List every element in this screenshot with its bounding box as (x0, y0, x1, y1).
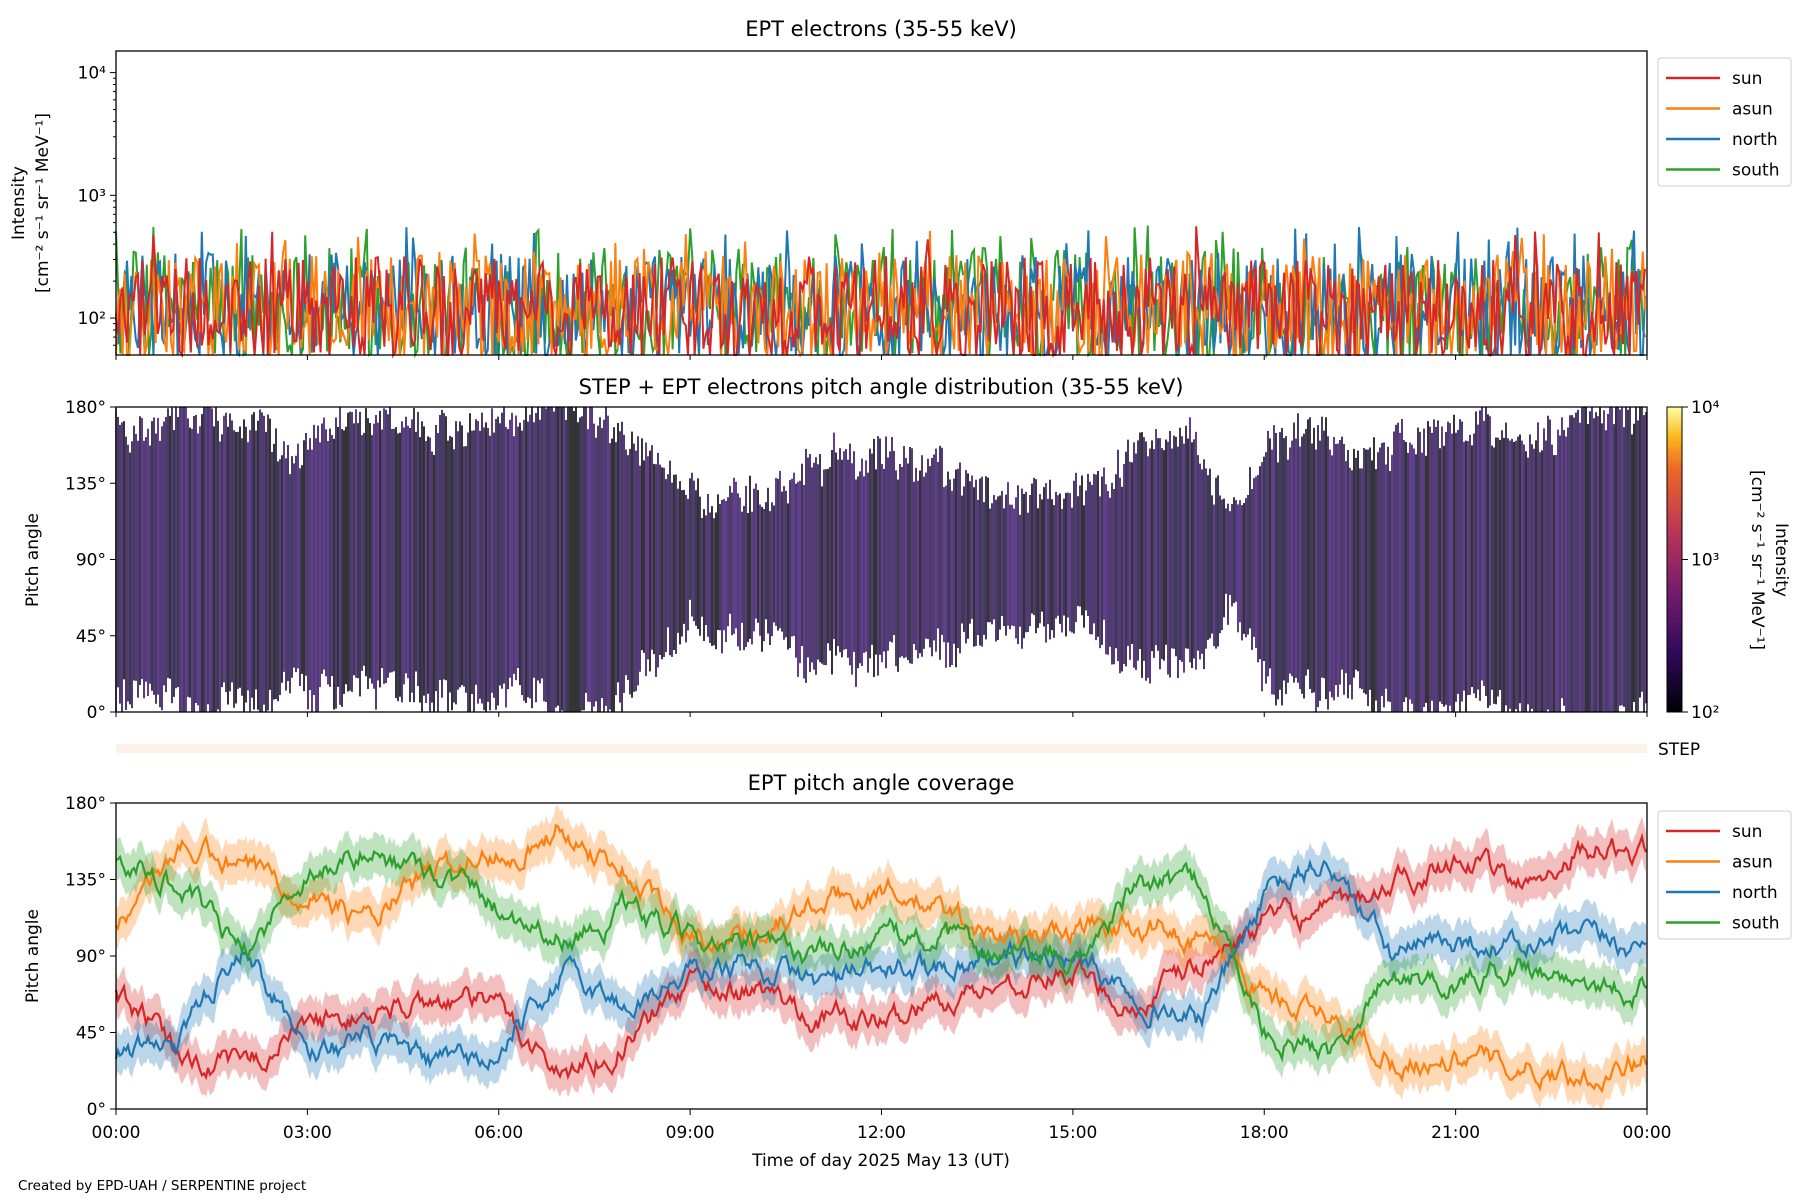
series-line-asun (115, 823, 1648, 1094)
band-south (116, 830, 1646, 1079)
y-tick-label: 45° (76, 627, 106, 647)
x-tick-label: 00:00 (92, 1123, 141, 1143)
x-tick-label: 00:00 (1623, 1123, 1672, 1143)
colorbar-tick-label: 10² (1691, 703, 1719, 723)
y-tick-label: 0° (87, 703, 106, 723)
legend-label-sun: sun (1732, 822, 1762, 842)
panel1-ylabel-units: [cm⁻² s⁻¹ sr⁻¹ MeV⁻¹] (33, 113, 53, 293)
legend-label-sun: sun (1732, 69, 1762, 89)
colorbar-units: [cm⁻² s⁻¹ sr⁻¹ MeV⁻¹] (1747, 470, 1767, 650)
x-tick-label: 21:00 (1431, 1123, 1480, 1143)
x-tick-label: 15:00 (1048, 1123, 1097, 1143)
legend-box (1657, 57, 1792, 187)
y-tick-label: 180° (65, 794, 106, 814)
colorbar (1666, 406, 1683, 713)
legend-label-asun: asun (1732, 853, 1773, 873)
y-tick-label: 180° (65, 398, 106, 418)
x-tick-label: 18:00 (1240, 1123, 1289, 1143)
panel3-ylabel: Pitch angle (23, 909, 43, 1003)
legend-box (1657, 810, 1792, 940)
x-axis-label: Time of day 2025 May 13 (UT) (751, 1151, 1010, 1171)
panel2-title: STEP + EPT electrons pitch angle distrib… (579, 375, 1184, 399)
panel1-yticks: 10² 10³ 10⁴ (78, 64, 116, 346)
y-tick-label: 10³ (78, 186, 106, 206)
band-north (116, 841, 1646, 1090)
x-tick-label: 03:00 (283, 1123, 332, 1143)
y-tick-label: 10⁴ (78, 64, 107, 84)
step-label: STEP (1658, 740, 1700, 760)
legend-label-asun: asun (1732, 100, 1773, 120)
series-line-sun (115, 226, 1646, 359)
panel3-lines: 0° 45° 90° 135° 180° (65, 794, 1648, 1120)
panel2-heatmap: 0° 45° 90° 135° 180° (65, 398, 1647, 723)
footer-credit: Created by EPD-UAH / SERPENTINE project (18, 1178, 306, 1194)
y-tick-label: 90° (76, 551, 106, 571)
panel2-ylabel: Pitch angle (23, 513, 43, 607)
y-tick-label: 45° (76, 1024, 106, 1044)
x-tick-label: 12:00 (857, 1123, 906, 1143)
y-tick-label: 90° (76, 947, 106, 967)
legend-label-north: north (1732, 130, 1778, 150)
colorbar-tick-label: 10³ (1691, 551, 1719, 571)
series-line-south (115, 849, 1647, 1063)
step-coverage-bar (116, 744, 1647, 753)
panel3-legend: sun asun north south (1657, 810, 1792, 940)
x-tick-label: 06:00 (474, 1123, 523, 1143)
x-axis-ticks: 00:00 03:00 06:00 09:00 12:00 15:00 18:00 21:00… (92, 355, 1672, 1143)
y-tick-label: 135° (65, 871, 106, 891)
legend-label-north: north (1732, 883, 1778, 903)
colorbar-tick-label: 10⁴ (1691, 398, 1720, 418)
legend-label-south: south (1732, 914, 1779, 934)
band-sun (116, 816, 1646, 1098)
series-line-sun (114, 832, 1648, 1081)
x-tick-label: 09:00 (666, 1123, 715, 1143)
panel1-ylabel: Intensity (9, 166, 29, 240)
panel1-lines (115, 225, 1646, 359)
colorbar-label: Intensity (1771, 523, 1791, 597)
colorbar-ticks: 10² 10³ 10⁴ (1682, 398, 1720, 723)
panel1-title: EPT electrons (35-55 keV) (745, 17, 1017, 41)
y-tick-label: 135° (65, 474, 106, 494)
y-tick-label: 0° (87, 1100, 106, 1120)
y-tick-label: 10² (78, 309, 106, 329)
legend-label-south: south (1732, 161, 1779, 181)
panel3-title: EPT pitch angle coverage (748, 771, 1015, 795)
panel1-legend: sun asun north south (1657, 57, 1792, 187)
series-line-north (114, 858, 1647, 1072)
